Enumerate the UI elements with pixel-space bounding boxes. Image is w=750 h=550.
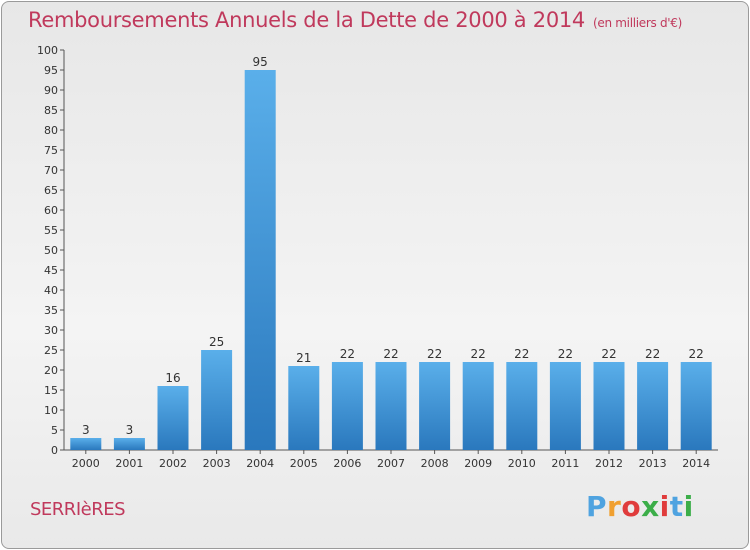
- bar-2000: [70, 438, 102, 450]
- bar-2004: [244, 70, 276, 450]
- bar-value-label: 22: [514, 347, 529, 361]
- y-tick-label: 70: [44, 164, 58, 177]
- logo-letter: t: [669, 490, 684, 523]
- logo-letter: i: [683, 490, 694, 523]
- bar-2002: [157, 386, 189, 450]
- x-tick-label: 2003: [203, 457, 231, 470]
- bar-value-label: 22: [689, 347, 704, 361]
- bar-value-label: 25: [209, 335, 224, 349]
- bar-value-label: 22: [427, 347, 442, 361]
- x-tick-label: 2014: [682, 457, 710, 470]
- chart-title-text: Remboursements Annuels de la Dette de 20…: [28, 8, 585, 32]
- x-tick-label: 2002: [159, 457, 187, 470]
- y-tick-label: 45: [44, 264, 58, 277]
- proxiti-logo: Proxiti: [586, 490, 694, 523]
- bar-value-label: 22: [601, 347, 616, 361]
- chart-title: Remboursements Annuels de la Dette de 20…: [28, 8, 682, 32]
- y-tick-label: 60: [44, 204, 58, 217]
- x-tick-label: 2005: [290, 457, 318, 470]
- axes: 0 5 10 15 20 25 30 35 40 45 50 55 60 65 70 75 80 85 90 95 10…: [37, 44, 718, 470]
- y-tick-label: 30: [44, 324, 58, 337]
- bar-value-label: 21: [296, 351, 311, 365]
- bar-value-label: 22: [340, 347, 355, 361]
- y-tick-label: 25: [44, 344, 58, 357]
- bar-value-label: 16: [165, 371, 180, 385]
- bar-value-label: 95: [253, 55, 268, 69]
- y-tick-label: 85: [44, 104, 58, 117]
- y-tick-label: 40: [44, 284, 58, 297]
- x-tick-label: 2006: [333, 457, 361, 470]
- logo-letter: r: [607, 490, 622, 523]
- y-tick-label: 55: [44, 224, 58, 237]
- bar-value-label: 22: [471, 347, 486, 361]
- data-labels: 3 3 16 25 95 21 22 22 22 22 22 22 22 22 22: [82, 55, 704, 437]
- x-tick-label: 2004: [246, 457, 274, 470]
- city-name: SERRIèRES: [30, 499, 126, 520]
- bar-2007: [375, 362, 407, 450]
- bar-2009: [462, 362, 494, 450]
- bar-value-label: 3: [126, 423, 134, 437]
- logo-letter: i: [659, 490, 670, 523]
- logo-letter: P: [586, 490, 608, 523]
- bar-value-label: 22: [558, 347, 573, 361]
- y-tick-label: 75: [44, 144, 58, 157]
- bar-2012: [593, 362, 625, 450]
- y-tick-label: 20: [44, 364, 58, 377]
- x-tick-label: 2011: [551, 457, 579, 470]
- y-tick-label: 0: [51, 444, 58, 457]
- x-tick-label: 2001: [115, 457, 143, 470]
- bar-value-label: 22: [383, 347, 398, 361]
- x-tick-label: 2012: [595, 457, 623, 470]
- bar-2010: [506, 362, 538, 450]
- bars: [70, 70, 712, 450]
- x-tick-label: 2000: [72, 457, 100, 470]
- x-tick-label: 2010: [508, 457, 536, 470]
- chart-subtitle: (en milliers d'€): [593, 16, 683, 30]
- bar-2005: [288, 366, 320, 450]
- y-tick-label: 15: [44, 384, 58, 397]
- x-tick-label: 2009: [464, 457, 492, 470]
- bar-2001: [113, 438, 145, 450]
- y-tick-label: 35: [44, 304, 58, 317]
- bar-2008: [419, 362, 451, 450]
- y-tick-label: 5: [51, 424, 58, 437]
- bar-2006: [331, 362, 363, 450]
- x-tick-label: 2008: [421, 457, 449, 470]
- bar-2013: [637, 362, 669, 450]
- y-tick-label: 50: [44, 244, 58, 257]
- bar-2011: [549, 362, 581, 450]
- x-tick-label: 2007: [377, 457, 405, 470]
- y-tick-label: 65: [44, 184, 58, 197]
- logo-letter: o: [621, 490, 642, 523]
- bar-2003: [201, 350, 233, 450]
- x-tick-label: 2013: [639, 457, 667, 470]
- y-tick-label: 95: [44, 64, 58, 77]
- bar-value-label: 3: [82, 423, 90, 437]
- y-tick-label: 90: [44, 84, 58, 97]
- y-tick-label: 10: [44, 404, 58, 417]
- y-tick-label: 100: [37, 44, 58, 57]
- bar-value-label: 22: [645, 347, 660, 361]
- y-tick-label: 80: [44, 124, 58, 137]
- bar-2014: [680, 362, 712, 450]
- logo-letter: x: [641, 490, 660, 523]
